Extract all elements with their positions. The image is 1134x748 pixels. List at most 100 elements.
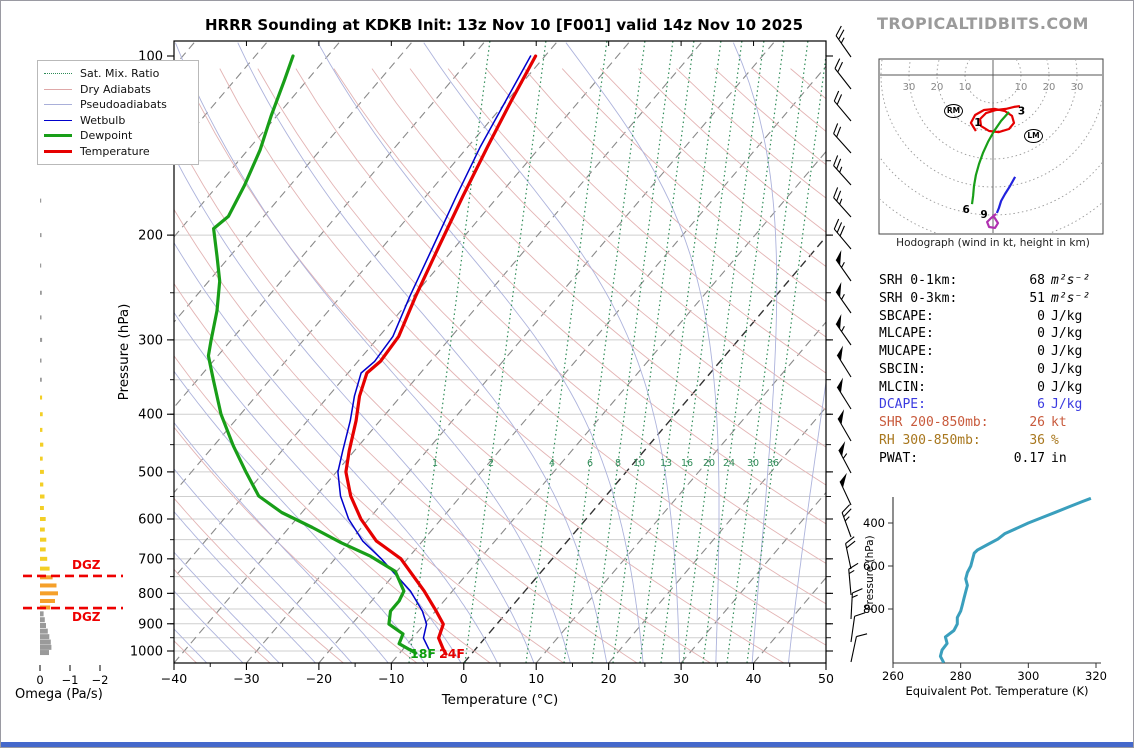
stats-unit: in <box>1051 450 1067 466</box>
stats-value: 6 <box>1037 397 1045 413</box>
x-tick-label: 20 <box>601 671 617 686</box>
x-tick-label: −20 <box>306 671 332 686</box>
thetae-xlabel: Equivalent Pot. Temperature (K) <box>905 684 1088 698</box>
mixing-ratio-label: 13 <box>660 458 672 469</box>
mixing-ratio-lines <box>408 41 826 663</box>
mixing-ratio-labels: 1 2 4 6 8 10 13 16 20 24 30 36 <box>432 458 779 469</box>
hodo-ring-label: 30 <box>903 82 916 93</box>
thetae-curve <box>938 497 1092 663</box>
x-tick-label: 40 <box>746 671 762 686</box>
stats-unit: % <box>1051 432 1059 448</box>
thetae-y-tick: 800 <box>863 602 885 616</box>
stats-label: PWAT: <box>879 450 919 466</box>
wind-barb <box>833 123 852 154</box>
omega-bar <box>40 617 45 623</box>
stats-panel: SRH 0-1km: 68 m²s⁻² SRH 0-3km: 51 m²s⁻² SBCAPE… <box>877 272 1117 467</box>
legend-item: Sat. Mix. Ratio <box>44 66 192 82</box>
mixing-ratio-label: 6 <box>587 458 593 469</box>
omega-bar <box>40 427 43 432</box>
stats-label: SRH 0-1km: <box>879 273 958 288</box>
wind-barb <box>850 588 863 620</box>
omega-bar <box>40 650 49 656</box>
pressure-tick-label: 200 <box>138 229 163 244</box>
thetae-x-tick: 280 <box>950 669 972 683</box>
wind-barb <box>837 409 852 442</box>
stats-unit: kt <box>1051 415 1067 430</box>
legend-item: Dewpoint <box>44 128 192 144</box>
x-tick-label: 50 <box>818 671 834 686</box>
hodo-ring-label: 10 <box>1015 82 1028 93</box>
legend-swatch-4 <box>44 134 72 138</box>
hodo-trace-3-6km <box>970 111 1010 205</box>
stats-row: RH 300-850mb: 36% <box>877 432 1117 450</box>
omega-tick-label: 0 <box>36 673 43 687</box>
pressure-tick-label: 400 <box>138 408 163 423</box>
wind-barb <box>835 25 852 58</box>
thetae-x-tick: 260 <box>882 669 904 683</box>
pressure-axis-label: Pressure (hPa) <box>116 304 132 401</box>
hodo-trace-9km+ <box>986 213 1000 229</box>
stats-row: SRH 0-3km: 51 m²s⁻² <box>877 290 1117 308</box>
omega-bar <box>40 591 58 596</box>
stats-value: 26 <box>1029 415 1045 430</box>
wind-barb <box>850 633 868 663</box>
stats-row: MLCIN: 0 J/kg <box>877 379 1117 397</box>
hodo-trace-6-9km <box>995 176 1017 214</box>
mixing-ratio-label: 8 <box>615 458 621 469</box>
pressure-tick-label: 500 <box>138 465 163 480</box>
wind-barb <box>833 187 852 218</box>
stats-value: 0 <box>1037 326 1045 342</box>
stats-unit: J/kg <box>1051 361 1083 377</box>
omega-bar <box>40 395 43 400</box>
left-mover-marker: LM <box>1024 129 1043 143</box>
sounding-curves <box>206 54 538 656</box>
legend-label: Pseudoadiabats <box>80 98 167 112</box>
pressure-tick-label: 1000 <box>130 645 163 660</box>
thetae-curve-group <box>938 497 1092 663</box>
stats-label: MLCIN: <box>879 379 926 395</box>
omega-bar <box>40 556 48 561</box>
omega-bar <box>40 198 42 203</box>
wind-barb <box>833 155 852 186</box>
hodo-height-label: 9 <box>980 209 987 221</box>
x-tick-label: 0 <box>460 671 468 686</box>
stats-value: 0.17 <box>1013 450 1045 466</box>
mixing-ratio-label: 2 <box>488 458 494 469</box>
omega-bar <box>40 506 44 511</box>
wind-barb <box>841 504 852 538</box>
legend-label: Temperature <box>80 144 150 158</box>
stats-label: MLCAPE: <box>879 326 934 342</box>
x-tick-label: 30 <box>673 671 689 686</box>
legend-swatch-0 <box>44 73 72 75</box>
omega-bar <box>40 233 42 238</box>
mixing-ratio-label: 20 <box>703 458 715 469</box>
stats-label: RH 300-850mb: <box>879 432 981 448</box>
temperature-axis-label: Temperature (°C) <box>441 692 559 708</box>
stats-label: SHR 200-850mb: <box>879 415 989 430</box>
stats-label: DCAPE: <box>879 397 926 413</box>
skewt-axis-titles: Temperature (°C) Pressure (hPa) <box>116 304 558 708</box>
omega-bar <box>40 547 46 552</box>
omega-panel: 0 −1 −2 <box>23 158 123 687</box>
bottom-blue-bar <box>1 742 1133 747</box>
mixing-ratio-label: 4 <box>549 458 555 469</box>
thetae-x-tick: 320 <box>1085 669 1107 683</box>
hodo-ring-label: 10 <box>959 82 972 93</box>
stats-value: 0 <box>1037 361 1045 377</box>
thetae-x-tick: 300 <box>1017 669 1039 683</box>
hodo-ring-label: 30 <box>1071 82 1084 93</box>
omega-bar <box>40 442 44 447</box>
stats-row: SHR 200-850mb: 26 kt <box>877 414 1117 432</box>
pressure-tick-label: 900 <box>138 617 163 632</box>
omega-bar <box>40 566 50 571</box>
stats-value: 51 <box>1029 290 1045 306</box>
wind-barbs <box>833 25 868 663</box>
skewt-ticks <box>167 41 833 670</box>
omega-bar <box>40 290 42 295</box>
stats-value: 0 <box>1037 308 1045 324</box>
stats-value: 36 <box>1029 432 1045 448</box>
curve-temperature <box>344 54 538 656</box>
stats-unit: J/kg <box>1051 397 1083 413</box>
stats-label: SRH 0-3km: <box>879 290 958 306</box>
